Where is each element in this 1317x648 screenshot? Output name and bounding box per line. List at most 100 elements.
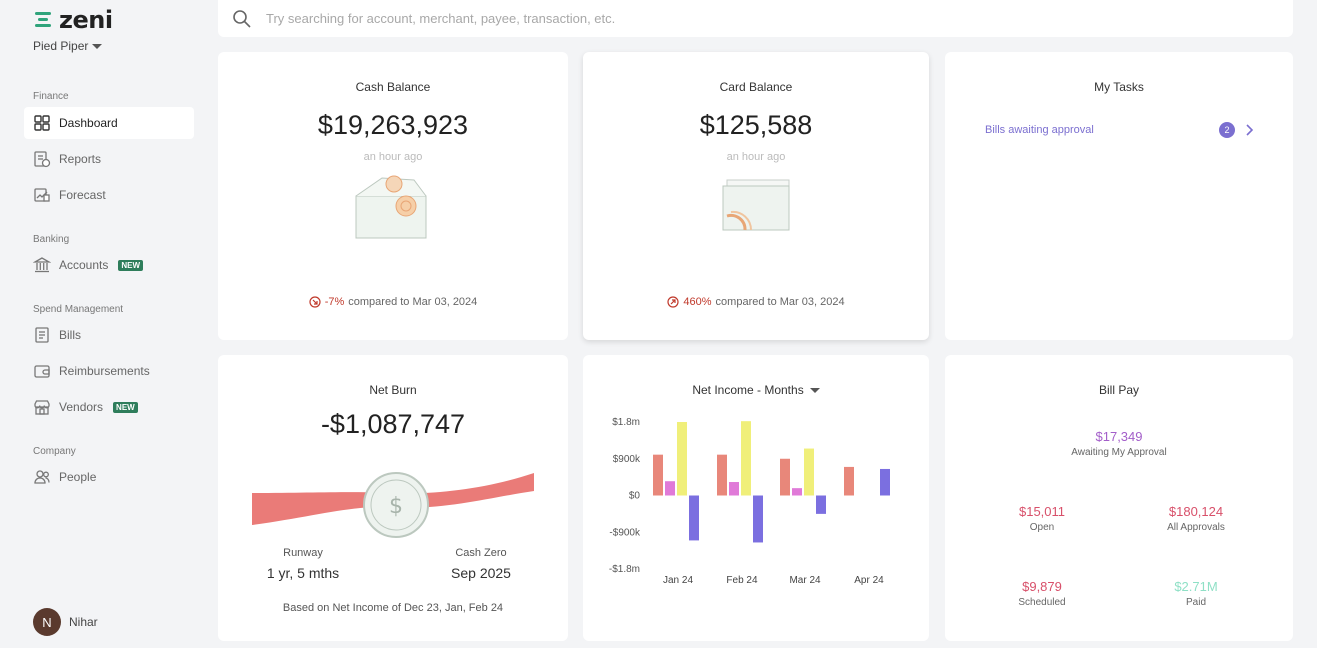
bar-gross (741, 421, 751, 496)
sidebar-item-bills[interactable]: Bills (24, 319, 194, 351)
paid-label: Paid (1185, 597, 1206, 608)
user-name: Nihar (69, 615, 98, 629)
x-tick-label: Jan 24 (663, 575, 693, 586)
net-burn-value: -$1,087,747 (320, 409, 466, 439)
x-tick-label: Mar 24 (789, 575, 821, 586)
open-bills[interactable]: $15,011 Open (967, 504, 1117, 533)
bar-revenue (653, 454, 663, 496)
y-tick-label: -$1.8m (609, 564, 640, 575)
net-income-card[interactable]: Net Income - Months $1.8m $900k $0 -$900k -$… (583, 355, 929, 641)
card-title: Net Income - Months (692, 383, 804, 397)
store-icon (34, 400, 50, 415)
user-menu[interactable]: N Nihar (33, 608, 98, 636)
cash-zero: Cash Zero Sep 2025 (431, 547, 531, 581)
task-count-badge: 2 (1219, 122, 1235, 138)
section-finance: Finance (33, 91, 69, 102)
awaiting-approval[interactable]: $17,349 Awaiting My Approval (1044, 429, 1194, 458)
bar-net (880, 468, 890, 496)
net-burn-note: Based on Net Income of Dec 23, Jan, Feb … (282, 602, 504, 614)
y-tick-label: -$900k (609, 527, 641, 538)
card-title: Net Burn (369, 383, 417, 397)
bill-pay-card[interactable]: Bill Pay $17,349 Awaiting My Approval $1… (945, 355, 1293, 641)
cash-balance-card[interactable]: Cash Balance $19,263,923 an hour ago -7%… (218, 52, 568, 340)
bar-revenue (780, 458, 790, 496)
sidebar: zeni Pied Piper Finance Dashboard Report… (0, 0, 205, 648)
sidebar-item-label: People (59, 470, 97, 484)
sidebar-item-label: Bills (59, 328, 82, 342)
cash-balance-value: $19,263,923 (317, 110, 469, 140)
net-income-chart: $1.8m $900k $0 -$900k -$1.8m Jan 24 Feb 24 Mar … (609, 417, 890, 586)
compare-text: compared to Mar 03, 2024 (715, 296, 845, 308)
net-burn-card[interactable]: Net Burn -$1,087,747 $ Runway 1 yr, 5 mt… (218, 355, 568, 641)
trend-up-icon (667, 296, 680, 308)
chevron-down-icon (92, 43, 103, 49)
cash-wallet-illustration (355, 175, 427, 239)
zeni-logo-icon (33, 9, 53, 31)
awaiting-amount: $17,349 (1095, 429, 1143, 444)
section-banking: Banking (33, 234, 70, 245)
card-balance-card[interactable]: Card Balance $125,588 an hour ago 460% c… (583, 52, 929, 340)
runway: Runway 1 yr, 5 mths (253, 547, 353, 581)
sidebar-item-label: Reimbursements (59, 364, 150, 378)
all-amount: $180,124 (1168, 504, 1224, 519)
paid-bills[interactable]: $2.71M Paid (1121, 579, 1271, 608)
bar-gross (804, 448, 814, 496)
sidebar-item-dashboard[interactable]: Dashboard (24, 107, 194, 139)
forecast-icon (34, 188, 50, 202)
sidebar-item-people[interactable]: People (24, 461, 194, 493)
search-input[interactable] (266, 11, 1066, 26)
bank-icon (33, 257, 51, 273)
all-approvals[interactable]: $180,124 All Approvals (1121, 504, 1271, 533)
zeni-logo[interactable]: zeni (33, 6, 113, 34)
search-icon (233, 9, 251, 28)
cash-pct: -7% (324, 296, 345, 308)
company-name: Pied Piper (33, 39, 89, 53)
sidebar-item-label: Reports (59, 152, 102, 166)
bar-other (792, 488, 802, 496)
scheduled-amount: $9,879 (1022, 579, 1062, 594)
card-pct: 460% (683, 296, 712, 308)
task-label: Bills awaiting approval (985, 124, 1094, 136)
sidebar-item-reports[interactable]: Reports (24, 143, 194, 175)
scheduled-bills[interactable]: $9,879 Scheduled (967, 579, 1117, 608)
y-tick-label: $900k (613, 454, 641, 465)
company-switcher[interactable]: Pied Piper (33, 39, 103, 53)
sidebar-item-label: Accounts (59, 258, 109, 272)
sidebar-item-vendors[interactable]: Vendors NEW (24, 391, 194, 423)
chevron-down-icon (809, 388, 820, 394)
my-tasks-card: My Tasks Bills awaiting approval 2 (945, 52, 1293, 340)
last-updated: an hour ago (363, 151, 423, 163)
search-bar[interactable] (218, 0, 1293, 37)
open-label: Open (1029, 522, 1055, 533)
sidebar-item-forecast[interactable]: Forecast (24, 179, 194, 211)
trend-down-icon (309, 296, 321, 308)
wallet-icon (34, 365, 50, 378)
scheduled-label: Scheduled (1018, 597, 1066, 608)
bar-revenue (717, 454, 727, 496)
dollar-icon: $ (389, 494, 403, 519)
last-updated: an hour ago (726, 151, 786, 163)
sidebar-item-accounts[interactable]: Accounts NEW (24, 249, 194, 281)
x-tick-label: Apr 24 (854, 575, 884, 586)
bar-net (816, 495, 826, 514)
y-tick-label: $0 (629, 491, 641, 502)
task-bills-awaiting-approval[interactable]: Bills awaiting approval 2 (985, 122, 1255, 138)
avatar: N (33, 608, 61, 636)
bar-revenue (844, 466, 854, 496)
chevron-right-icon (1246, 124, 1254, 136)
cash-zero-label: Cash Zero (455, 547, 507, 559)
sidebar-item-label: Vendors (59, 400, 104, 414)
bar-net (753, 495, 763, 543)
card-title: Cash Balance (355, 80, 431, 94)
card-title: Bill Pay (1098, 383, 1139, 397)
sidebar-item-reimbursements[interactable]: Reimbursements (24, 355, 194, 387)
runway-graphic: $ (252, 472, 534, 538)
people-icon (34, 470, 50, 484)
logo-text: zeni (59, 6, 113, 34)
sidebar-item-label: Forecast (59, 188, 106, 202)
paid-amount: $2.71M (1174, 579, 1218, 594)
sidebar-item-label: Dashboard (59, 116, 118, 130)
y-tick-label: $1.8m (612, 417, 640, 428)
bar-other (665, 481, 675, 496)
net-income-period-dropdown[interactable]: Net Income - Months (583, 383, 929, 397)
